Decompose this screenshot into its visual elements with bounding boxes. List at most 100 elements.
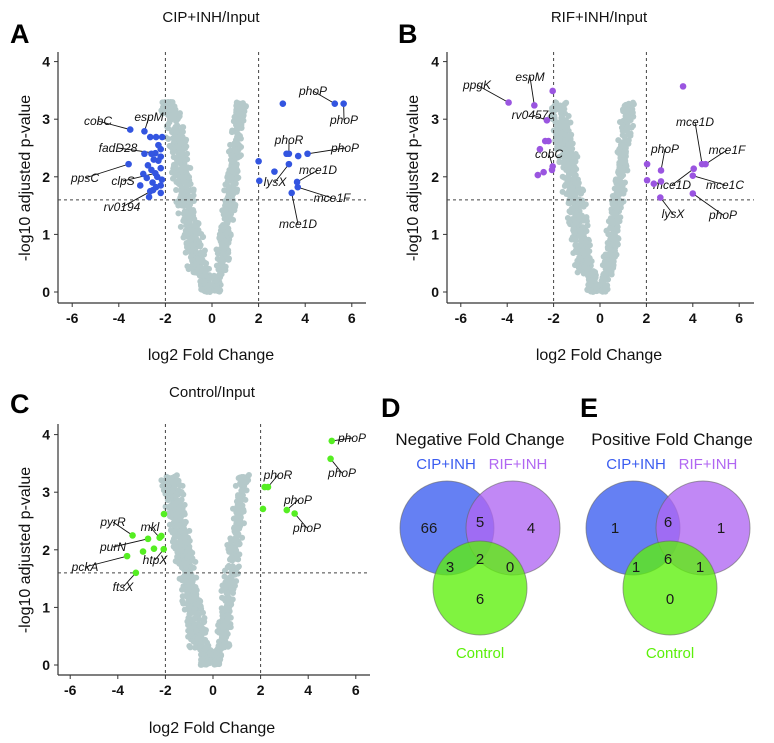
significant-point [679, 83, 687, 90]
label-leader-line [671, 168, 694, 186]
background-point [551, 112, 558, 119]
background-point [187, 209, 194, 216]
background-point [182, 249, 189, 256]
significant-point [157, 164, 165, 172]
background-point [613, 251, 620, 258]
background-point [180, 124, 187, 131]
background-point [568, 131, 575, 138]
background-point [588, 278, 595, 285]
background-point [200, 233, 207, 240]
venn-count-control-only: 0 [666, 591, 674, 608]
significant-point [149, 179, 156, 186]
venn-negative-fold-change: D Negative Fold Change CIP+INH RIF+INH Con… [381, 393, 565, 662]
background-point [624, 126, 631, 133]
venn-count-rif-control: 0 [506, 559, 514, 576]
background-point [178, 202, 185, 209]
background-point [185, 587, 192, 594]
background-point [615, 150, 622, 157]
label-leader-line [660, 148, 666, 171]
gene-label: espM [134, 110, 163, 124]
background-point [187, 236, 194, 243]
background-point [207, 281, 214, 288]
background-point [616, 159, 623, 166]
background-point [227, 141, 234, 148]
set-label-control: Control [646, 645, 694, 662]
background-point [577, 227, 584, 234]
background-point [233, 570, 240, 577]
background-point [185, 552, 192, 559]
background-point [561, 106, 568, 113]
background-point [176, 481, 183, 488]
background-point [235, 110, 242, 117]
label-leader-line [291, 192, 299, 225]
background-point [222, 238, 229, 245]
background-point [173, 128, 180, 135]
significant-point [657, 194, 664, 201]
background-point [222, 201, 229, 208]
background-point [224, 228, 231, 235]
background-point [571, 236, 578, 243]
significant-point [160, 510, 168, 518]
x-tick-label: 4 [689, 310, 697, 326]
background-point [201, 278, 208, 285]
label-leader-line [274, 163, 290, 183]
panel-letter: E [580, 393, 598, 423]
gene-label: phoR [274, 133, 304, 147]
gene-label: ppgK [462, 78, 492, 92]
x-tick-label: 0 [208, 310, 216, 326]
x-tick-label: -6 [64, 682, 77, 698]
background-point [179, 148, 186, 155]
gene-label: ppsC [70, 171, 99, 185]
background-point [193, 231, 200, 238]
significant-point [158, 532, 165, 540]
significant-point [141, 127, 148, 135]
background-point [231, 524, 238, 531]
gene-label: phoP [337, 431, 366, 445]
background-point [575, 196, 582, 203]
gene-label: mce1F [709, 143, 746, 157]
background-point [199, 609, 206, 616]
background-point [229, 158, 236, 165]
y-tick-label: 4 [42, 54, 50, 70]
significant-point [549, 87, 556, 95]
gene-label: mce1D [676, 115, 714, 129]
background-point [218, 651, 225, 658]
background-point [181, 511, 188, 518]
x-tick-label: 4 [301, 310, 309, 326]
background-point [221, 223, 228, 230]
background-point [206, 274, 213, 281]
background-point [233, 140, 240, 147]
significant-point [139, 170, 147, 178]
background-point [193, 586, 200, 593]
y-tick-label: 0 [42, 284, 50, 300]
background-point [184, 150, 191, 157]
background-point [170, 165, 177, 172]
background-point [230, 216, 237, 223]
background-point [629, 109, 636, 116]
background-point [614, 183, 621, 190]
background-point [169, 478, 176, 485]
label-leader-line [692, 175, 726, 186]
background-point [611, 212, 618, 219]
background-point [601, 287, 608, 294]
background-point [567, 151, 574, 158]
background-point [225, 256, 232, 263]
significant-point [331, 100, 339, 107]
significant-point [132, 569, 140, 577]
x-tick-label: 0 [596, 310, 604, 326]
background-point [166, 142, 173, 149]
background-point [186, 215, 193, 222]
x-tick-label: -4 [112, 682, 125, 698]
venn-count-cip-control: 3 [446, 559, 454, 576]
background-point [202, 636, 209, 643]
background-point [220, 607, 227, 614]
background-point [230, 544, 237, 551]
background-point [222, 206, 229, 213]
background-point [630, 99, 637, 106]
gene-label: mce1F [314, 191, 351, 205]
background-point [582, 201, 589, 208]
background-point [199, 660, 206, 667]
significant-point [157, 189, 165, 197]
y-axis-label: -log10 adjusted p-value [17, 467, 34, 633]
background-point [183, 169, 190, 176]
